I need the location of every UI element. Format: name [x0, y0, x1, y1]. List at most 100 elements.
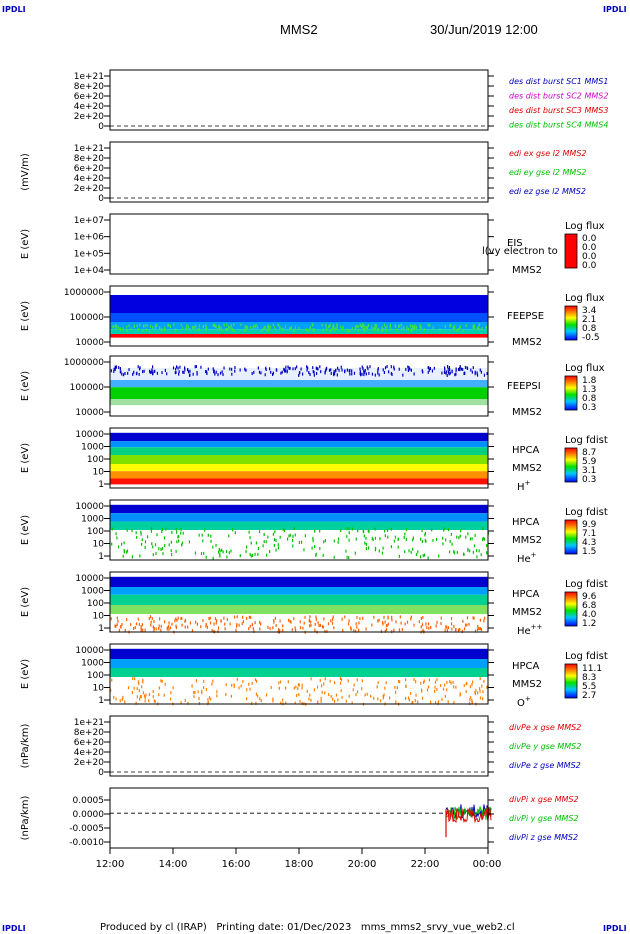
spectrogram-speck [335, 327, 337, 331]
spectrogram-speck [257, 694, 259, 698]
spectrogram-speck [267, 625, 269, 629]
spectrogram-speck [407, 368, 410, 372]
spectrogram-speck [145, 693, 147, 697]
spectrogram-speck [195, 620, 197, 624]
spectrogram-speck [226, 618, 228, 622]
spectrogram-speck [142, 678, 144, 682]
spectrogram-speck [385, 624, 388, 628]
spectrogram-speck [360, 324, 363, 328]
spectrogram-speck [408, 698, 410, 702]
spectrogram-speck [451, 627, 453, 631]
spectrogram-speck [465, 690, 467, 694]
spectrogram-speck [433, 366, 435, 370]
spectrogram-speck [200, 625, 202, 629]
spectrogram-speck [372, 538, 374, 542]
spectrogram-speck [322, 328, 324, 332]
spectrogram-speck [471, 680, 474, 684]
spectrogram-speck [219, 371, 222, 375]
spectrogram-speck [404, 550, 406, 554]
y-tick-label: 1000 [81, 587, 104, 597]
spectrogram-speck [226, 323, 228, 327]
spectrogram-speck [163, 693, 165, 697]
spectrogram-speck [384, 629, 386, 633]
spectrogram-speck [133, 626, 135, 630]
spectrogram-speck [427, 685, 430, 689]
spectrogram-speck [383, 615, 385, 619]
spectrogram-speck [149, 369, 151, 373]
spectrogram-band [110, 387, 488, 400]
spectrogram-speck [414, 324, 416, 328]
colorbar-tick: 11.1 [582, 664, 602, 674]
spectrogram-speck [175, 549, 177, 553]
spectrogram-speck [405, 528, 408, 532]
spectrogram-speck [141, 538, 143, 542]
charge-superscript: + [525, 695, 531, 703]
spectrogram-speck [136, 324, 138, 328]
spectrogram-speck [220, 619, 222, 623]
spectrogram-speck [358, 621, 360, 625]
spectrogram-speck [333, 328, 335, 332]
y-axis-label: E (eV) [20, 659, 31, 689]
spectrogram-speck [175, 371, 177, 375]
spectrogram-speck [153, 620, 155, 624]
spectrogram-speck [462, 619, 464, 623]
spectrogram-speck [269, 550, 271, 554]
spectrogram-speck [464, 365, 467, 369]
spectrogram-speck [348, 538, 350, 542]
spectrogram-speck [153, 369, 155, 373]
spectrogram-speck [480, 553, 482, 557]
spectrogram-speck [164, 368, 166, 372]
panel-divpi: 0.0005 0.0000 -0.0005 -0.0010 (nPa/km) divPi … [20, 787, 579, 849]
spectrogram-speck [444, 324, 446, 328]
spectrogram-speck [216, 694, 218, 698]
spectrogram-speck [245, 549, 247, 553]
spectrogram-speck [167, 624, 170, 628]
spectrogram-speck [422, 615, 424, 619]
colorbar-title: Log fdist [565, 507, 608, 518]
spectrogram-speck [322, 553, 324, 557]
spectrogram-speck [144, 699, 146, 703]
spectrogram-speck [187, 701, 189, 705]
spectrogram-speck [378, 618, 380, 622]
spectrogram-speck [398, 367, 400, 371]
spectrogram-speck [420, 326, 422, 330]
spectrogram-speck [431, 528, 433, 532]
spectrogram-speck [251, 701, 253, 705]
spectrogram-speck [184, 366, 186, 370]
spectrogram-speck [252, 326, 254, 330]
spectrogram-speck [424, 533, 426, 537]
spectrogram-speck [229, 326, 231, 330]
y-axis-label: E (eV) [20, 515, 31, 545]
spectrogram-speck [324, 539, 326, 543]
spectrogram-speck [353, 629, 355, 633]
spectrogram-speck [187, 625, 189, 629]
spectrogram-speck [186, 326, 188, 330]
spectrogram-speck [447, 700, 449, 704]
colorbar-tick: 0.0 [582, 243, 597, 253]
spectrogram-speck [259, 620, 261, 624]
spectrogram-speck [327, 622, 330, 626]
spectrogram-speck [184, 619, 186, 623]
spectrogram-speck [215, 619, 218, 623]
spectrogram-speck [388, 370, 390, 374]
spectrogram-speck [205, 555, 207, 559]
spectrogram-speck [356, 678, 358, 682]
spectrogram-speck [397, 537, 399, 541]
y-axis-label: E (eV) [20, 371, 31, 401]
spectrogram-speck [427, 366, 429, 370]
spectrogram-speck [298, 540, 301, 544]
spectrogram-speck [248, 627, 250, 631]
spectrogram-speck [377, 619, 379, 623]
spectrogram-speck [398, 628, 401, 632]
spectrogram-speck [418, 620, 420, 624]
spectrogram-speck [324, 691, 326, 695]
spectrogram-speck [415, 680, 417, 684]
spectrogram-speck [399, 615, 401, 619]
colorbar-title: Log fdist [565, 579, 608, 590]
spectrogram-speck [158, 627, 160, 631]
spectrogram-speck [364, 326, 366, 330]
spectrogram-speck [441, 371, 443, 375]
spectrogram-speck [365, 542, 367, 546]
spectrogram-speck [395, 620, 397, 624]
spectrogram-band [110, 521, 488, 530]
